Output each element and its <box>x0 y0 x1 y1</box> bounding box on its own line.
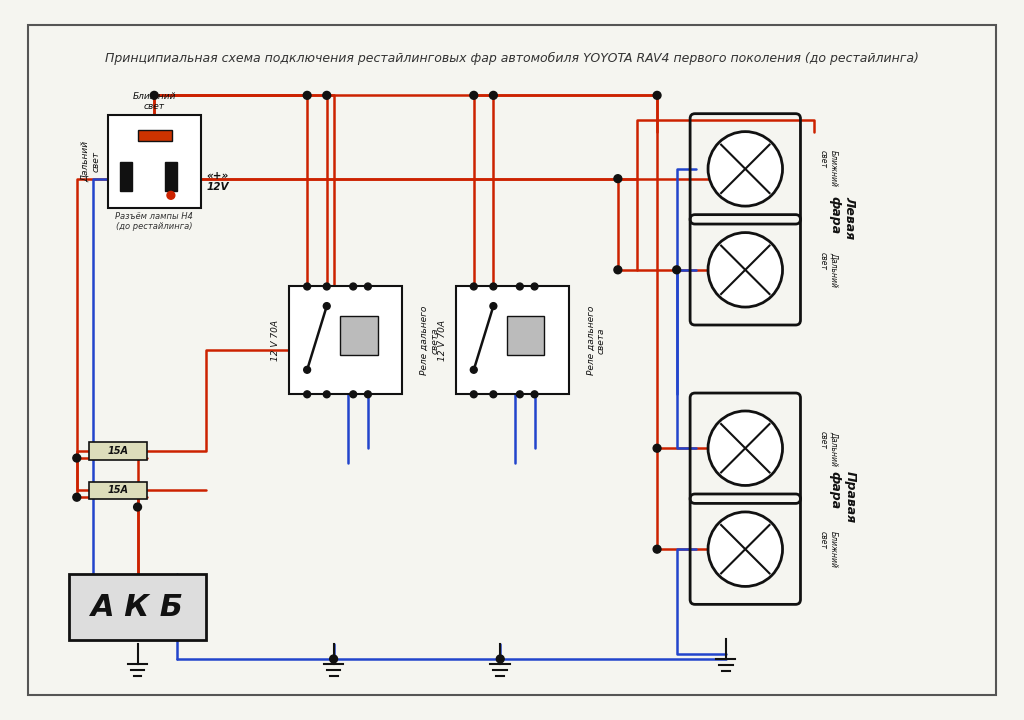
Text: Реле дальнего
света: Реле дальнего света <box>587 306 606 375</box>
Text: А К Б: А К Б <box>91 593 184 621</box>
Circle shape <box>365 283 372 290</box>
Bar <box>88 442 147 460</box>
Bar <box>69 574 206 640</box>
Circle shape <box>134 503 141 511</box>
Circle shape <box>350 391 356 397</box>
Circle shape <box>531 391 538 397</box>
Text: Ближний
свет: Ближний свет <box>132 91 176 111</box>
Circle shape <box>653 545 660 553</box>
Circle shape <box>167 192 175 199</box>
Text: Левая
фара: Левая фара <box>828 197 857 240</box>
Circle shape <box>708 512 782 586</box>
Circle shape <box>365 391 372 397</box>
Circle shape <box>350 283 356 290</box>
Circle shape <box>303 91 311 99</box>
Circle shape <box>708 233 782 307</box>
Bar <box>137 130 172 141</box>
Circle shape <box>470 391 477 397</box>
Circle shape <box>73 454 81 462</box>
Text: «+»
12V: «+» 12V <box>206 171 228 192</box>
Circle shape <box>614 175 622 183</box>
Bar <box>340 316 378 355</box>
Circle shape <box>470 91 477 99</box>
Circle shape <box>323 91 331 99</box>
Circle shape <box>304 366 310 373</box>
Bar <box>109 115 202 208</box>
Circle shape <box>708 132 782 206</box>
Bar <box>120 162 132 192</box>
Circle shape <box>324 391 330 397</box>
Circle shape <box>516 391 523 397</box>
Text: Ближний
свет: Ближний свет <box>819 531 839 567</box>
Text: 15А: 15А <box>108 446 128 456</box>
Circle shape <box>653 91 660 99</box>
Circle shape <box>330 655 338 663</box>
Circle shape <box>489 302 497 310</box>
Text: Правая
фара: Правая фара <box>828 471 857 523</box>
Circle shape <box>531 283 538 290</box>
Circle shape <box>73 493 81 501</box>
Circle shape <box>324 283 330 290</box>
Circle shape <box>470 283 477 290</box>
Bar <box>456 287 569 395</box>
Circle shape <box>497 655 504 663</box>
Text: Ближний
свет: Ближний свет <box>819 150 839 187</box>
Text: Дальний
свет: Дальний свет <box>819 431 839 466</box>
Text: Дальний
свет: Дальний свет <box>81 140 100 181</box>
Circle shape <box>489 391 497 397</box>
Text: Принципиальная схема подключения рестайлинговых фар автомобиля YOYOTA RAV4 перво: Принципиальная схема подключения рестайл… <box>105 52 919 65</box>
Text: 15А: 15А <box>108 485 128 495</box>
Bar <box>165 162 177 192</box>
Circle shape <box>489 283 497 290</box>
Bar <box>290 287 402 395</box>
Circle shape <box>708 411 782 485</box>
Bar <box>507 316 545 355</box>
Text: Разъём лампы Н4
(до рестайлинга): Разъём лампы Н4 (до рестайлинга) <box>116 212 194 232</box>
Circle shape <box>304 391 310 397</box>
Circle shape <box>470 366 477 373</box>
Text: 12 V 70A: 12 V 70A <box>271 320 281 361</box>
Circle shape <box>489 91 498 99</box>
Circle shape <box>653 444 660 452</box>
Text: Реле дальнего
света: Реле дальнего света <box>420 306 439 375</box>
Circle shape <box>673 266 681 274</box>
Bar <box>88 482 147 499</box>
Text: Дальний
свет: Дальний свет <box>819 252 839 287</box>
Circle shape <box>304 283 310 290</box>
Circle shape <box>151 91 158 99</box>
Text: 12 V 70A: 12 V 70A <box>438 320 446 361</box>
Circle shape <box>516 283 523 290</box>
Circle shape <box>614 266 622 274</box>
Circle shape <box>324 302 330 310</box>
